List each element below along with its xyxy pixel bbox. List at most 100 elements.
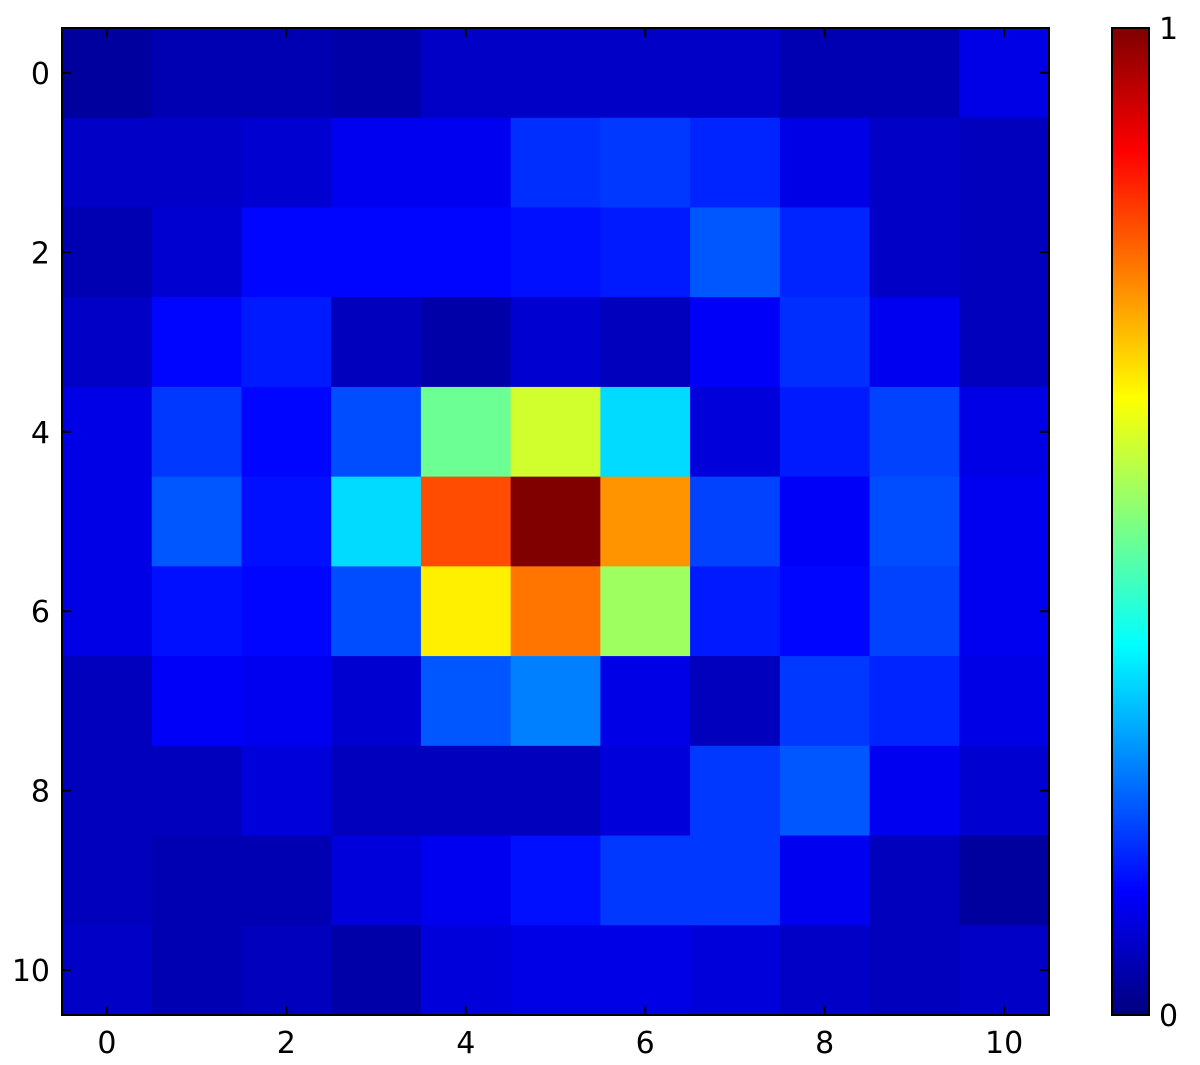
heatmap-cell-r8-c10 [959,745,1050,837]
heatmap-cell-r10-c4 [420,925,512,1016]
heatmap-cell-r2-c6 [600,207,691,298]
heatmap-cell-r4-c10 [959,386,1050,478]
heatmap-cell-r7-c5 [510,656,601,747]
colorbar [1111,27,1150,1016]
heatmap-cell-r7-c0 [62,656,153,747]
heatmap-cell-r9-c9 [869,835,960,926]
heatmap-cell-r9-c5 [510,835,601,926]
x-tick-label: 0 [97,1026,116,1061]
heatmap-cell-r9-c1 [151,835,243,926]
x-tick-label: 8 [815,1026,834,1061]
heatmap-cell-r4-c8 [779,386,871,478]
heatmap-cell-r5-c10 [959,476,1050,567]
heatmap-cell-r8-c2 [241,745,332,837]
heatmap-cell-r3-c10 [959,297,1050,388]
heatmap-cell-r7-c2 [241,656,332,747]
heatmap-cell-r1-c0 [62,117,153,209]
heatmap-cell-r3-c6 [600,297,691,388]
y-tick-label: 0 [31,57,50,92]
heatmap-cell-r2-c7 [690,207,781,298]
heatmap-cell-r0-c8 [779,28,871,119]
y-tick-label: 8 [31,775,50,810]
heatmap-cell-r3-c0 [62,297,153,388]
heatmap-cell-r10-c0 [62,925,153,1016]
heatmap-cell-r7-c6 [600,656,691,747]
heatmap-cell-r10-c2 [241,925,332,1016]
heatmap-cell-r10-c6 [600,925,691,1016]
heatmap-cell-r0-c3 [331,28,422,119]
heatmap-cell-r7-c10 [959,656,1050,747]
heatmap-cell-r7-c3 [331,656,422,747]
heatmap-cell-r6-c0 [62,566,153,657]
heatmap-cell-r8-c6 [600,745,691,837]
heatmap-cell-r1-c4 [420,117,512,209]
heatmap-cell-r4-c7 [690,386,781,478]
heatmap-cell-r0-c6 [600,28,691,119]
heatmap-cell-r8-c5 [510,745,601,837]
heatmap-cell-r5-c3 [331,476,422,567]
heatmap-cell-r7-c7 [690,656,781,747]
plot-frame [61,27,1050,1016]
heatmap-cell-r5-c0 [62,476,153,567]
heatmap-cell-r2-c0 [62,207,153,298]
heatmap-cell-r4-c0 [62,386,153,478]
y-tick-label: 10 [12,954,50,989]
heatmap-cell-r8-c3 [331,745,422,837]
heatmap-cell-r0-c0 [62,28,153,119]
colorbar-labels: 01 [1141,12,1178,1034]
heatmap-cell-r4-c1 [151,386,243,478]
heatmap-cell-r1-c1 [151,117,243,209]
heatmap-cell-r10-c8 [779,925,871,1016]
y-tick-label: 2 [31,236,50,271]
heatmap-cell-r0-c2 [241,28,332,119]
heatmap-cell-r3-c3 [331,297,422,388]
heatmap-cell-r0-c4 [420,28,512,119]
heatmap-cell-r6-c9 [869,566,960,657]
heatmap-cell-r4-c9 [869,386,960,478]
heatmap-cell-r10-c3 [331,925,422,1016]
heatmap-cell-r10-c9 [869,925,960,1016]
heatmap-cell-r9-c4 [420,835,512,926]
heatmap-cell-r10-c7 [690,925,781,1016]
axis-labels: 0 2 4 6 8 10 0 2 4 6 8 10 [12,57,1023,1061]
heatmap-cell-r3-c4 [420,297,512,388]
heatmap-cell-r5-c4 [420,476,512,567]
heatmap-cell-r9-c8 [779,835,871,926]
heatmap-cell-r2-c9 [869,207,960,298]
y-tick-label: 6 [31,595,50,630]
heatmap-cell-r9-c3 [331,835,422,926]
heatmap-cell-r0-c10 [959,28,1050,119]
heatmap-cell-r4-c5 [510,386,601,478]
heatmap-cell-r1-c2 [241,117,332,209]
heatmap-cell-r6-c6 [600,566,691,657]
heatmap-cell-r6-c10 [959,566,1050,657]
heatmap-cell-r10-c5 [510,925,601,1016]
heatmap-cell-r1-c10 [959,117,1050,209]
heatmap-cell-r4-c6 [600,386,691,478]
heatmap-cell-r6-c8 [779,566,871,657]
heatmap-cell-r7-c8 [779,656,871,747]
heatmap-cell-r5-c1 [151,476,243,567]
heatmap-cell-r3-c7 [690,297,781,388]
heatmap-cell-r8-c9 [869,745,960,837]
heatmap-cell-r6-c1 [151,566,243,657]
heatmap-cell-r3-c2 [241,297,332,388]
axis-ticks [62,28,1049,1015]
heatmap-cell-r1-c6 [600,117,691,209]
x-tick-label: 10 [985,1026,1023,1061]
heatmap-cell-r0-c7 [690,28,781,119]
heatmap-cell-r8-c4 [420,745,512,837]
heatmap-cell-r3-c5 [510,297,601,388]
heatmap-cell-r4-c3 [331,386,422,478]
heatmap-cell-r5-c6 [600,476,691,567]
x-tick-label: 4 [456,1026,475,1061]
heatmap-cell-r2-c10 [959,207,1050,298]
heatmap-cell-r6-c7 [690,566,781,657]
heatmap-cell-r10-c1 [151,925,243,1016]
heatmap-cell-r8-c7 [690,745,781,837]
heatmap-cell-r1-c5 [510,117,601,209]
y-tick-label: 4 [31,416,50,451]
heatmap-cell-r6-c2 [241,566,332,657]
heatmap-cell-r9-c7 [690,835,781,926]
